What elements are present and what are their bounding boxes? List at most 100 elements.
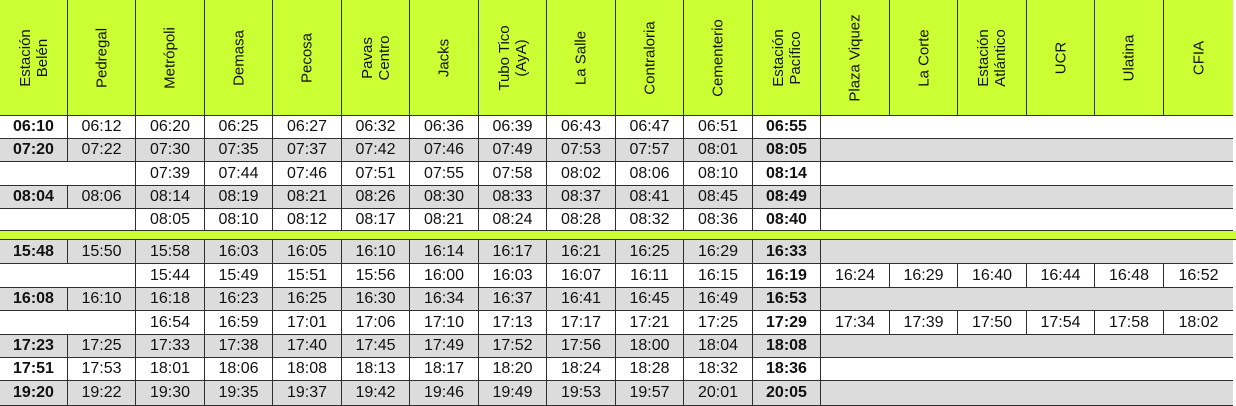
departure-time: 16:34 <box>410 288 479 311</box>
empty-cell <box>821 358 890 381</box>
departure-time: 17:53 <box>68 358 136 381</box>
station-header-cell: Pedregal <box>68 0 136 116</box>
departure-time: 19:42 <box>342 381 410 406</box>
empty-cell <box>1164 116 1233 139</box>
departure-time: 17:21 <box>616 311 684 335</box>
departure-time: 07:46 <box>410 139 479 162</box>
departure-time: 16:10 <box>342 240 410 264</box>
empty-cell <box>1164 358 1233 381</box>
departure-time: 18:00 <box>616 335 684 358</box>
departure-time: 18:06 <box>205 358 273 381</box>
empty-cell <box>958 335 1027 358</box>
station-header-cell: Cementerio <box>684 0 753 116</box>
departure-time: 19:49 <box>479 381 547 406</box>
station-header-cell: Estación Belén <box>0 0 68 116</box>
empty-cell <box>1095 288 1164 311</box>
departure-time: 06:25 <box>205 116 273 139</box>
empty-cell <box>0 162 68 186</box>
departure-time: 18:13 <box>342 358 410 381</box>
schedule-row: 19:20 19:22 19:30 19:35 19:37 19:42 19:46 19:49… <box>0 381 1236 406</box>
schedule-row: 17:51 17:53 18:01 18:06 18:08 18:13 18:17 18:20… <box>0 358 1236 381</box>
departure-time: 08:33 <box>479 186 547 209</box>
departure-time: 07:35 <box>205 139 273 162</box>
empty-cell <box>1027 240 1095 264</box>
schedule-row: 17:23 17:25 17:33 17:38 17:40 17:45 17:49 17:52… <box>0 335 1236 358</box>
departure-time: 16:33 <box>753 240 821 264</box>
departure-time: 07:49 <box>479 139 547 162</box>
departure-time: 18:20 <box>479 358 547 381</box>
schedule-row: 07:20 07:22 07:30 07:35 07:37 07:42 07:46 07:49… <box>0 139 1236 162</box>
schedule-row: 16:54 16:59 17:01 17:06 17:10 17:13 17:17 17:21… <box>0 311 1236 335</box>
departure-time: 08:41 <box>616 186 684 209</box>
departure-time: 16:41 <box>547 288 616 311</box>
departure-time: 19:35 <box>205 381 273 406</box>
departure-time: 16:08 <box>0 288 68 311</box>
departure-time: 16:00 <box>410 264 479 288</box>
empty-cell <box>821 162 890 186</box>
station-name: Tubo Tico (AyA) <box>495 24 530 91</box>
departure-time: 16:48 <box>1095 264 1164 288</box>
empty-cell <box>821 288 890 311</box>
empty-cell <box>821 186 890 209</box>
departure-time: 07:46 <box>273 162 342 186</box>
departure-time: 08:14 <box>136 186 205 209</box>
departure-time: 07:39 <box>136 162 205 186</box>
empty-cell <box>1027 186 1095 209</box>
departure-time: 16:23 <box>205 288 273 311</box>
departure-time: 16:25 <box>616 240 684 264</box>
departure-time: 07:51 <box>342 162 410 186</box>
station-name: Contraloria <box>641 20 658 95</box>
departure-time: 17:56 <box>547 335 616 358</box>
empty-cell <box>958 116 1027 139</box>
departure-time: 08:06 <box>68 186 136 209</box>
departure-time: 17:51 <box>0 358 68 381</box>
station-name: CFIA <box>1190 40 1207 75</box>
departure-time: 16:49 <box>684 288 753 311</box>
departure-time: 19:22 <box>68 381 136 406</box>
departure-time: 17:23 <box>0 335 68 358</box>
departure-time: 06:20 <box>136 116 205 139</box>
departure-time: 17:25 <box>684 311 753 335</box>
empty-cell <box>890 240 958 264</box>
departure-time: 07:44 <box>205 162 273 186</box>
empty-cell <box>890 139 958 162</box>
empty-cell <box>1095 381 1164 406</box>
empty-cell <box>821 139 890 162</box>
departure-time: 18:08 <box>273 358 342 381</box>
departure-time: 16:05 <box>273 240 342 264</box>
departure-time: 16:03 <box>479 264 547 288</box>
departure-time: 17:34 <box>821 311 890 335</box>
station-name: La Salle <box>572 30 590 85</box>
departure-time: 17:01 <box>273 311 342 335</box>
departure-time: 08:14 <box>753 162 821 186</box>
departure-time: 08:12 <box>273 209 342 231</box>
departure-time: 08:32 <box>616 209 684 231</box>
empty-cell <box>68 162 136 186</box>
schedule-row: 08:04 08:06 08:14 08:19 08:21 08:26 08:30 08:33… <box>0 186 1236 209</box>
departure-time: 07:30 <box>136 139 205 162</box>
departure-time: 16:29 <box>684 240 753 264</box>
departure-time: 17:38 <box>205 335 273 358</box>
departure-time: 15:48 <box>0 240 68 264</box>
schedule-separator <box>0 231 1236 240</box>
empty-cell <box>1027 116 1095 139</box>
departure-time: 08:05 <box>753 139 821 162</box>
departure-time: 08:21 <box>273 186 342 209</box>
departure-time: 17:54 <box>1027 311 1095 335</box>
departure-time: 17:52 <box>479 335 547 358</box>
station-name: Estación Belén <box>16 28 51 87</box>
departure-time: 16:19 <box>753 264 821 288</box>
departure-time: 08:06 <box>616 162 684 186</box>
empty-cell <box>958 288 1027 311</box>
empty-cell <box>958 139 1027 162</box>
station-name: Estación Atlántico <box>975 28 1009 87</box>
empty-cell <box>1027 288 1095 311</box>
departure-time: 17:50 <box>958 311 1027 335</box>
departure-time: 16:37 <box>479 288 547 311</box>
departure-time: 20:01 <box>684 381 753 406</box>
departure-time: 16:15 <box>684 264 753 288</box>
departure-time: 16:07 <box>547 264 616 288</box>
empty-cell <box>1164 139 1233 162</box>
departure-time: 08:19 <box>205 186 273 209</box>
departure-time: 08:28 <box>547 209 616 231</box>
